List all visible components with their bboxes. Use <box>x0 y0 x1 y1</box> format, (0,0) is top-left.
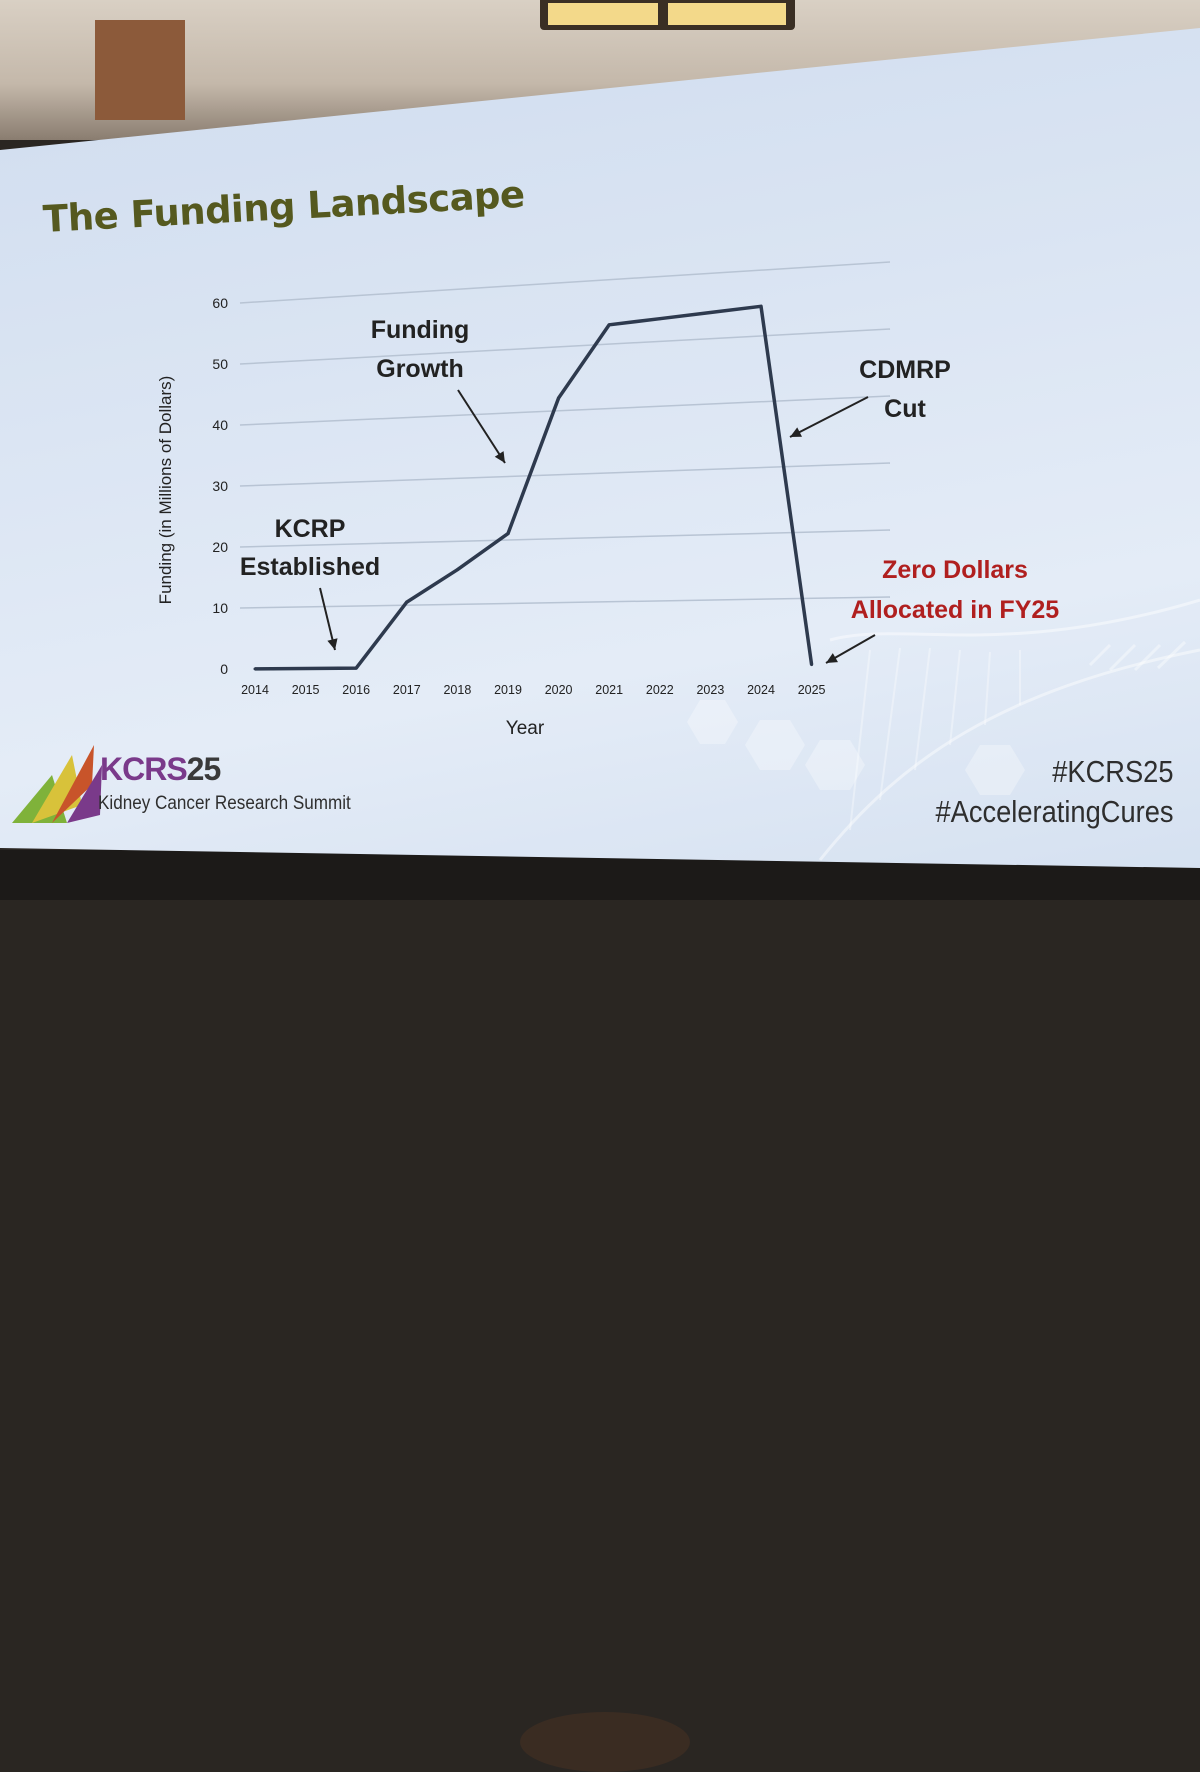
gridline <box>239 328 891 365</box>
y-tick-label: 30 <box>212 478 228 494</box>
annotation-text: CDMRP <box>859 356 951 384</box>
annotation-text: KCRP <box>275 515 346 543</box>
kcrs-logo-mark-icon <box>12 745 102 823</box>
y-tick-label: 60 <box>212 295 228 311</box>
data-point <box>759 304 763 308</box>
data-point <box>354 666 358 670</box>
data-point <box>304 666 308 670</box>
x-tick-label: 2021 <box>595 683 623 697</box>
arrowhead-icon <box>494 451 505 463</box>
data-point <box>506 532 510 536</box>
x-tick-label: 2017 <box>393 683 421 697</box>
annotation-arrow <box>457 389 506 464</box>
gridline <box>239 261 891 304</box>
door <box>95 20 185 120</box>
data-point <box>708 311 712 315</box>
arrowhead-icon <box>327 638 338 650</box>
y-tick-label: 0 <box>220 661 228 677</box>
x-tick-label: 2019 <box>494 683 522 697</box>
data-point <box>253 667 257 671</box>
annotation-text: Zero Dollars <box>882 556 1028 584</box>
gridline <box>239 596 891 609</box>
hashtag-kcrs25: #KCRS25 <box>1052 754 1174 789</box>
dna-helix-background <box>687 598 1200 861</box>
y-tick-label: 40 <box>212 417 228 433</box>
y-axis-label: Funding (in Millions of Dollars) <box>156 376 175 605</box>
x-tick-label: 2015 <box>292 683 320 697</box>
annotation-text: Funding <box>371 316 470 344</box>
x-tick-label: 2022 <box>646 683 674 697</box>
data-point <box>607 323 611 327</box>
funding-line-chart: 0 10 20 30 40 50 60 2014 2015 2016 2017 2018 2019 20… <box>156 261 1060 739</box>
x-tick-label: 2020 <box>545 683 573 697</box>
data-point <box>810 663 814 667</box>
x-axis-label: Year <box>506 718 545 739</box>
logo-wordmark: KCRS25 <box>100 751 221 787</box>
hashtag-accelerating-cures: #AcceleratingCures <box>935 794 1174 829</box>
x-tick-label: 2018 <box>443 683 471 697</box>
annotation-arrow <box>789 396 869 438</box>
gridline <box>239 529 891 548</box>
data-point <box>658 317 662 321</box>
data-point <box>455 568 459 572</box>
arrowhead-icon <box>826 653 838 663</box>
data-point <box>557 396 561 400</box>
x-tick-label: 2023 <box>696 683 724 697</box>
y-tick-label: 20 <box>212 539 228 555</box>
x-tick-label: 2024 <box>747 683 775 697</box>
audience-head <box>520 1712 690 1772</box>
kcrs-logo: KCRS25 Kidney Cancer Research Summit <box>12 745 357 830</box>
x-tick-label: 2016 <box>342 683 370 697</box>
logo-subtitle: Kidney Cancer Research Summit <box>98 793 351 814</box>
data-point <box>405 600 409 604</box>
arrowhead-icon <box>790 427 802 437</box>
annotation-text: Cut <box>884 395 926 423</box>
hashtags: #KCRS25 #AcceleratingCures <box>936 752 1174 832</box>
y-tick-label: 50 <box>212 356 228 372</box>
y-tick-label: 10 <box>212 600 228 616</box>
x-tick-label: 2014 <box>241 683 269 697</box>
gridline <box>239 462 891 487</box>
gridline <box>239 395 891 426</box>
x-tick-label: 2025 <box>798 683 826 697</box>
annotation-text: Growth <box>376 355 464 383</box>
annotation-text: Established <box>240 553 380 581</box>
funding-series-line <box>254 304 814 671</box>
projection-screen: The Funding Landscape 0 10 20 30 40 50 60 2014… <box>0 28 1200 868</box>
annotation-text: Allocated in FY25 <box>851 596 1059 624</box>
ceiling-light <box>540 0 795 30</box>
